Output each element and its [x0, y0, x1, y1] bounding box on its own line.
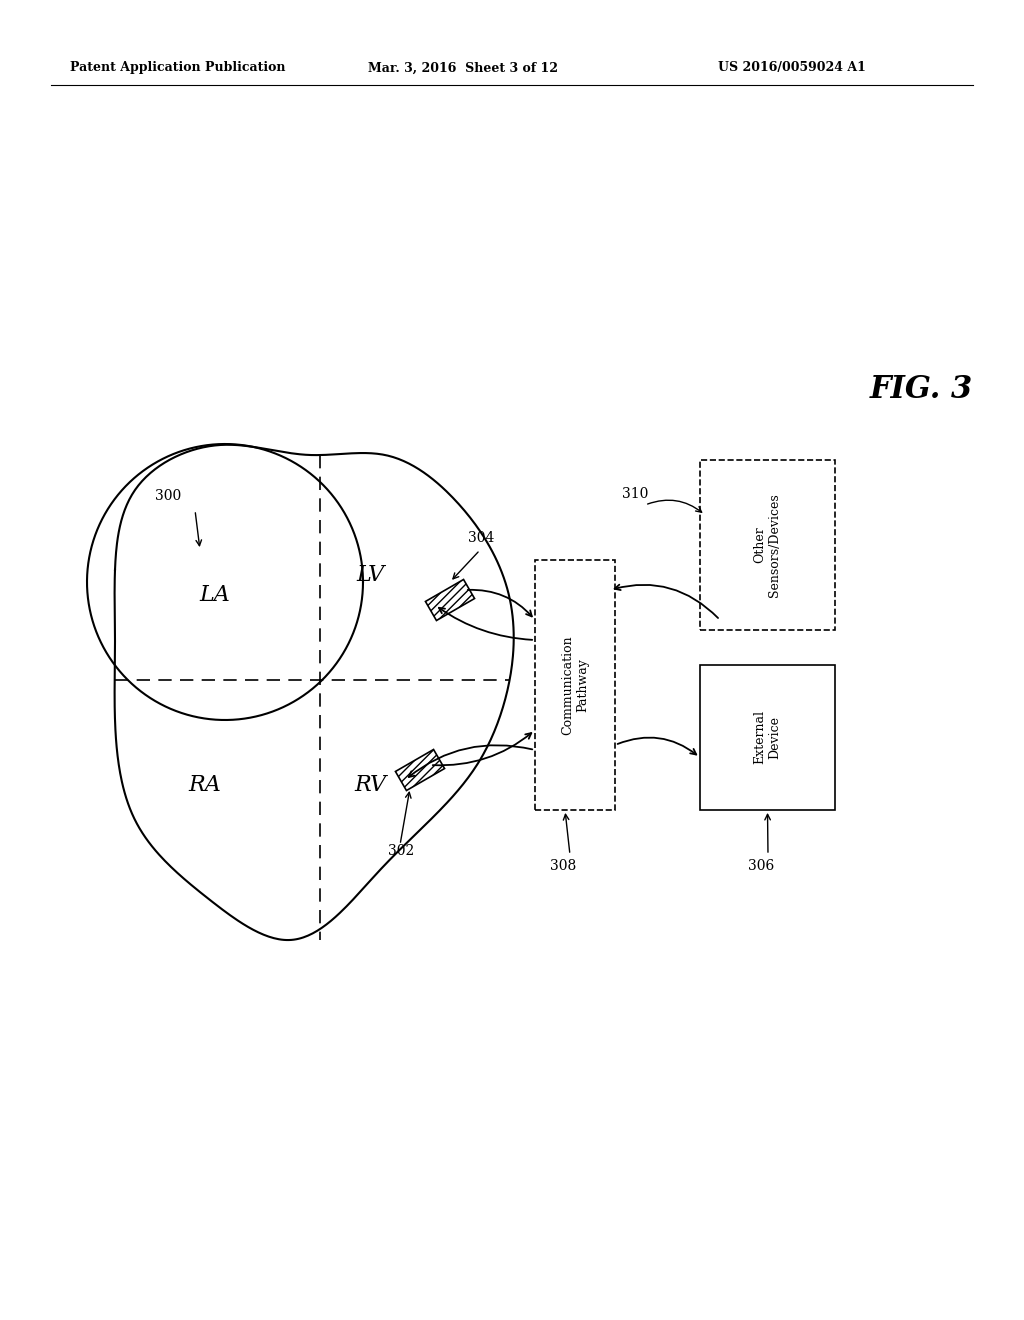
Text: Patent Application Publication: Patent Application Publication: [70, 62, 286, 74]
Text: 310: 310: [622, 487, 648, 502]
Text: Mar. 3, 2016  Sheet 3 of 12: Mar. 3, 2016 Sheet 3 of 12: [368, 62, 558, 74]
Text: Communication
Pathway: Communication Pathway: [561, 635, 589, 735]
Text: RA: RA: [188, 774, 221, 796]
Text: RV: RV: [354, 774, 386, 796]
Bar: [535, 560, 615, 810]
Text: FIG. 3: FIG. 3: [870, 375, 973, 405]
Polygon shape: [395, 750, 444, 791]
Text: 306: 306: [748, 859, 774, 873]
Text: US 2016/0059024 A1: US 2016/0059024 A1: [718, 62, 866, 74]
Bar: [700, 665, 835, 810]
Text: External
Device: External Device: [754, 710, 781, 764]
Text: 304: 304: [468, 531, 495, 545]
Text: 302: 302: [388, 843, 415, 858]
Polygon shape: [425, 579, 474, 620]
Text: LA: LA: [200, 583, 230, 606]
Text: 308: 308: [550, 859, 577, 873]
Text: 300: 300: [155, 488, 181, 503]
Text: LV: LV: [356, 564, 384, 586]
Bar: [700, 459, 835, 630]
Text: Other
Sensors/Devices: Other Sensors/Devices: [754, 494, 781, 597]
